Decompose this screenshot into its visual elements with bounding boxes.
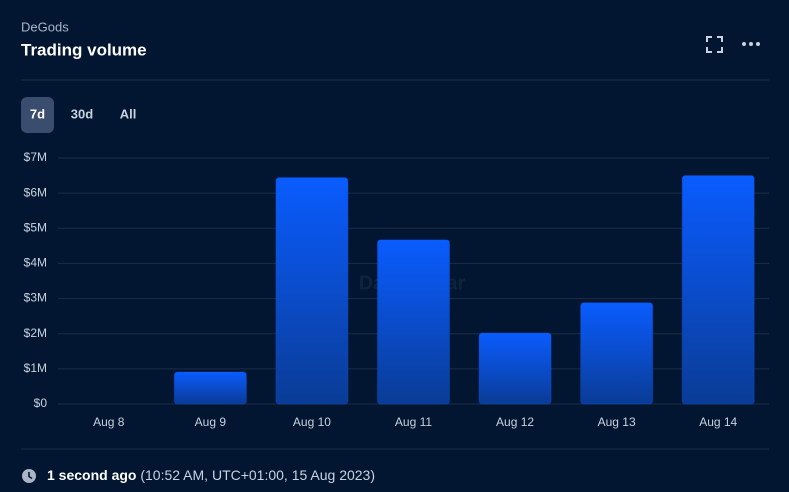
bar	[681, 175, 755, 405]
x-tick-label: Aug 13	[598, 415, 636, 429]
x-tick-label: Aug 12	[496, 415, 534, 429]
x-tick-label: Aug 11	[395, 415, 432, 429]
x-tick-label: Aug 14	[699, 415, 737, 429]
y-tick-label: $1M	[24, 361, 47, 375]
bar	[173, 371, 247, 405]
fullscreen-icon[interactable]	[706, 36, 723, 53]
y-tick-label: $3M	[24, 291, 47, 305]
y-tick-label: $6M	[24, 185, 47, 199]
more-icon[interactable]	[742, 42, 760, 46]
timestamp: (10:52 AM, UTC+01:00, 15 Aug 2023)	[140, 467, 375, 483]
tab[interactable]: 7d	[30, 106, 45, 121]
bar	[275, 177, 349, 405]
bar	[478, 332, 552, 405]
y-tick-label: $4M	[24, 256, 47, 270]
relative-time: 1 second ago	[47, 467, 136, 483]
tab[interactable]: All	[120, 106, 137, 121]
title: Trading volume	[21, 40, 147, 59]
tab[interactable]: 30d	[71, 106, 93, 121]
x-tick-label: Aug 8	[93, 415, 125, 429]
tab-active-bg	[21, 97, 54, 133]
x-tick-label: Aug 9	[195, 415, 227, 429]
footer-text: 1 second ago (10:52 AM, UTC+01:00, 15 Au…	[47, 467, 375, 483]
y-tick-label: $5M	[24, 220, 47, 234]
subtitle: DeGods	[21, 19, 69, 34]
clock-icon	[22, 469, 36, 483]
y-tick-label: $7M	[24, 150, 47, 164]
plot: $0 $1M $2M $3M $4M $5M $6M $7M Aug 8 Aug 9 Aug 10 A…	[24, 150, 769, 429]
x-tick-label: Aug 10	[293, 415, 331, 429]
bar	[377, 239, 450, 405]
bar	[580, 302, 654, 405]
y-tick-label: $2M	[24, 326, 47, 340]
y-tick-label: $0	[34, 396, 48, 410]
